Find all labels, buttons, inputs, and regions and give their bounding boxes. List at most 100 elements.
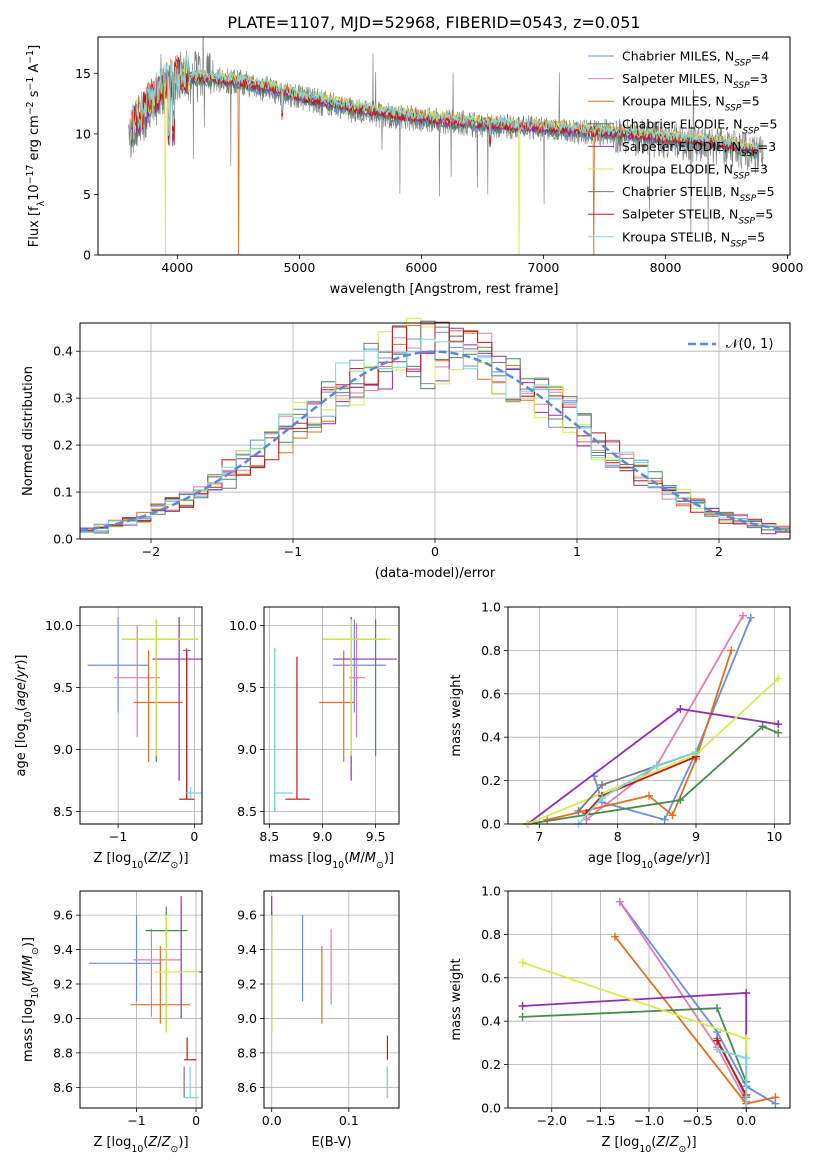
age-axis-label: age [log10(age/yr)] xyxy=(14,654,34,776)
weight_vs_age-frame xyxy=(507,606,791,825)
weight-marker-chabrier-elodie xyxy=(518,1012,527,1021)
x-tick-label: 8000 xyxy=(650,260,682,275)
legend-label-salpeter-stelib: Salpeter STELIB, NSSP=5 xyxy=(622,207,773,227)
weight-marker-chabrier-elodie xyxy=(774,728,783,737)
spectrum-ylabel: Flux [fλ10−17 erg cm−2 s−1 A−1] xyxy=(25,45,47,247)
model-spectrum-chabrier-elodie xyxy=(130,60,758,160)
weight-marker-chabrier-elodie xyxy=(713,1004,722,1013)
y-tick-label: 8.6 xyxy=(237,1080,257,1095)
x-tick-label: 9 xyxy=(692,829,700,844)
legend-label-gaussian: 𝒩(0, 1) xyxy=(726,337,773,352)
mass-axis-label: mass [log10(M/M⊙)] xyxy=(21,937,41,1062)
y-tick-label: 0.4 xyxy=(481,730,501,745)
mass_vs_Z-marks xyxy=(88,896,202,1099)
weight_vs_Z-ylabel: mass weight xyxy=(449,958,464,1040)
x-tick-label: 4000 xyxy=(161,260,193,275)
legend-label-chabrier-miles: Chabrier MILES, NSSP=4 xyxy=(622,49,769,69)
mass_vs_Z-panel: −1 0 8.6 8.8 9.0 9.2 9.4 9.6 Z [log10(Z/Z⊙)] mass… xyxy=(21,890,203,1155)
residuals-panel: −2 −1 0 1 2 0.0 0.1 0.2 0.3 0.4 (data-model)/error… xyxy=(21,317,791,581)
y-tick-label: 9.4 xyxy=(53,942,73,957)
weight-line-salpeter-stelib xyxy=(716,1040,747,1096)
x-tick-label: −1.5 xyxy=(585,1113,615,1128)
weight-line-kroupa-stelib xyxy=(577,751,697,825)
mass_vs_Z-frame xyxy=(79,890,203,1109)
y-tick-label: 9.0 xyxy=(53,1011,73,1026)
y-tick-label: 9.2 xyxy=(237,977,257,992)
y-tick-label: 0.2 xyxy=(481,1057,501,1072)
residual-hist-salpeter-stelib xyxy=(80,321,790,533)
residuals-xlabel: (data-model)/error xyxy=(375,566,496,581)
weight-marker-salpeter-elodie xyxy=(742,988,751,997)
weight-line-kroupa-elodie xyxy=(527,677,779,825)
weight-marker-chabrier-stelib xyxy=(598,780,606,789)
spectrum-frame xyxy=(97,36,791,256)
y-tick-label: 5 xyxy=(83,187,91,202)
weight-line-chabrier-miles xyxy=(619,901,776,1105)
weight-marker-kroupa-elodie xyxy=(774,674,783,683)
y-tick-label: 1.0 xyxy=(481,884,501,899)
x-tick-label: 8 xyxy=(614,829,622,844)
legend-label-kroupa-elodie: Kroupa ELODIE, NSSP=3 xyxy=(622,162,768,182)
y-tick-label: 0.8 xyxy=(481,643,501,658)
weight-marker-kroupa-stelib xyxy=(742,1054,751,1063)
y-tick-label: 9.4 xyxy=(237,942,257,957)
mass_vs_ebv-xlabel: E(B-V) xyxy=(311,1135,351,1150)
weight-marker-chabrier-elodie xyxy=(758,722,767,731)
x-tick-label: −1 xyxy=(127,1113,145,1128)
legend-label-salpeter-elodie: Salpeter ELODIE, NSSP=3 xyxy=(622,139,776,159)
weight-marker-kroupa-miles xyxy=(645,791,653,800)
legend-label-salpeter-miles: Salpeter MILES, NSSP=3 xyxy=(622,71,768,91)
x-tick-label: 0 xyxy=(190,829,198,844)
legend-label-chabrier-elodie: Chabrier ELODIE, NSSP=5 xyxy=(622,116,777,136)
mass_vs_ebv-marks xyxy=(271,896,389,1098)
weight_vs_age-ylabel: mass weight xyxy=(449,674,464,756)
x-tick-label: 0.1 xyxy=(339,1113,359,1128)
spectrum-marks xyxy=(128,37,764,255)
y-tick-label: 0.3 xyxy=(53,391,73,406)
mass-axis-label: mass [log10(M/M⊙)] xyxy=(269,851,394,871)
weight-marker-chabrier-miles xyxy=(660,815,669,824)
weight-marker-kroupa-miles xyxy=(727,646,736,655)
weight-marker-kroupa-stelib xyxy=(692,748,700,757)
x-tick-label: 9.5 xyxy=(366,829,386,844)
weight-marker-kroupa-miles xyxy=(610,932,619,941)
y-tick-label: 0.1 xyxy=(53,485,73,500)
y-tick-label: 8.8 xyxy=(237,1045,257,1060)
weight-line-salpeter-elodie xyxy=(522,992,748,1108)
x-tick-label: −0.5 xyxy=(682,1113,712,1128)
figure-title: PLATE=1107, MJD=52968, FIBERID=0543, z=0… xyxy=(227,13,640,32)
weight-line-chabrier-elodie xyxy=(522,1007,748,1083)
y-tick-label: 9.5 xyxy=(237,680,257,695)
y-tick-label: 0.8 xyxy=(481,927,501,942)
y-tick-label: 9.0 xyxy=(237,1011,257,1026)
weight_vs_Z-frame xyxy=(507,890,791,1109)
weight-marker-kroupa-miles xyxy=(771,1093,780,1102)
y-tick-label: 0.0 xyxy=(481,1101,501,1116)
y-tick-label: 0.6 xyxy=(481,970,501,985)
normal-pdf-curve xyxy=(79,350,788,533)
y-tick-label: 9.0 xyxy=(237,742,257,757)
y-tick-label: 0.0 xyxy=(481,817,501,832)
y-tick-label: 0.4 xyxy=(481,1014,501,1029)
weight-marker-kroupa-stelib xyxy=(652,761,661,770)
y-tick-label: 8.6 xyxy=(53,1080,73,1095)
weight_vs_age-panel: 7 8 9 10 0.0 0.2 0.4 0.6 0.8 1.0 age [log10(age/yr… xyxy=(449,600,791,871)
weight-marker-kroupa-stelib xyxy=(713,1045,722,1054)
weight-line-chabrier-elodie xyxy=(527,725,779,825)
x-tick-label: 7 xyxy=(535,829,543,844)
y-tick-label: 10.0 xyxy=(229,618,257,633)
x-tick-label: 0 xyxy=(431,544,439,559)
model-spectrum-kroupa-stelib xyxy=(130,54,758,153)
weight-marker-kroupa-miles xyxy=(668,811,677,820)
weight-line-kroupa-elodie xyxy=(522,961,748,1108)
age_vs_Z-marks xyxy=(87,616,202,800)
x-tick-label: 2 xyxy=(715,544,723,559)
weight-marker-salpeter-stelib xyxy=(713,1036,722,1045)
x-tick-label: −2 xyxy=(142,544,160,559)
legend-label-kroupa-miles: Kroupa MILES, NSSP=5 xyxy=(622,94,760,114)
x-tick-label: −1 xyxy=(284,544,302,559)
y-tick-label: 8.5 xyxy=(237,804,257,819)
x-tick-label: 6000 xyxy=(406,260,438,275)
x-tick-label: −1 xyxy=(109,829,127,844)
